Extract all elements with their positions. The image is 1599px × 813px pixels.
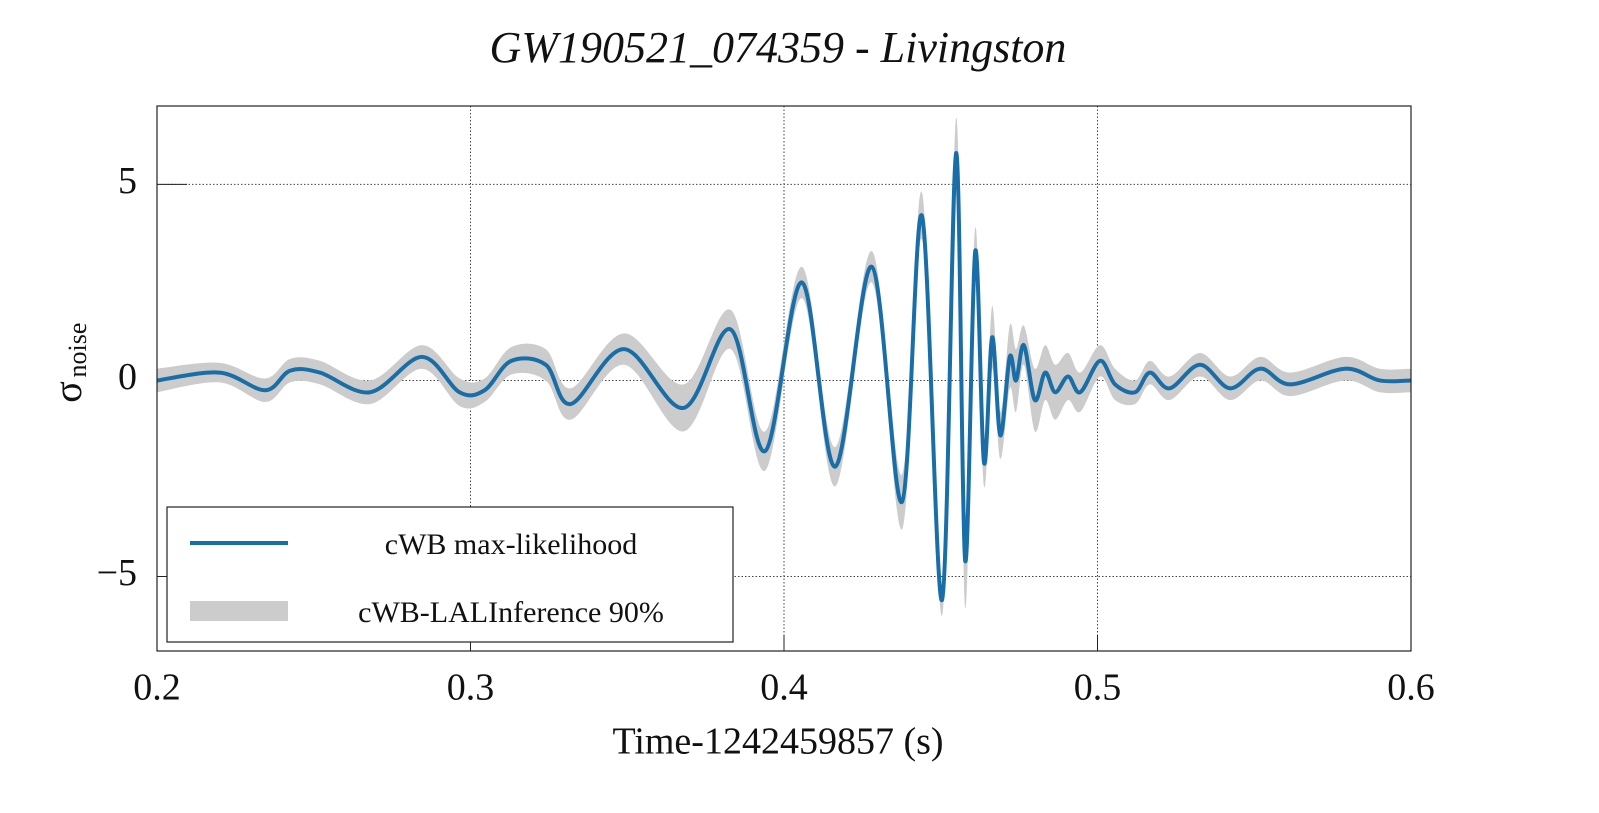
x-tick-label: 0.2	[133, 667, 181, 709]
x-tick-label: 0.6	[1387, 667, 1435, 709]
y-tick-label: 0	[118, 356, 137, 398]
x-tick-label: 0.3	[447, 667, 495, 709]
legend-label: cWB-LALInference 90%	[358, 596, 664, 629]
y-label-symbol: σ	[45, 381, 90, 403]
y-tick-label: 5	[118, 160, 137, 202]
legend-swatch	[190, 601, 288, 621]
x-tick-label: 0.4	[760, 667, 808, 709]
plot-frame	[156, 105, 1412, 652]
x-axis-label: Time-1242459857 (s)	[612, 721, 943, 763]
x-tick-label: 0.5	[1074, 667, 1122, 709]
legend-label: cWB max-likelihood	[385, 528, 637, 561]
y-tick-label: −5	[97, 552, 137, 594]
y-axis-label: σ noise	[45, 323, 92, 403]
y-label-subscript: noise	[63, 323, 92, 378]
line	[157, 151, 1411, 603]
chart-title: GW190521_074359 - Livingston	[490, 23, 1067, 72]
